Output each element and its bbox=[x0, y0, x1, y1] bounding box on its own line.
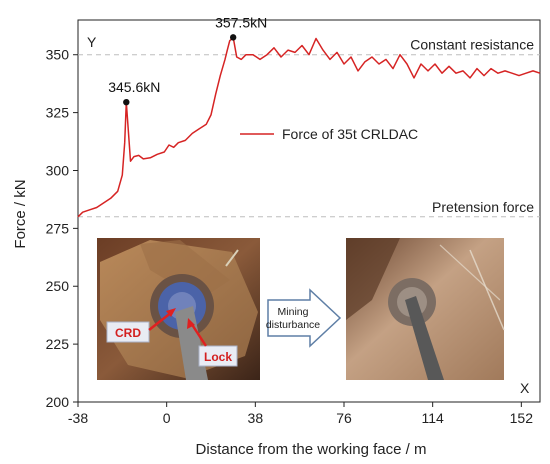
y-tick-label: 250 bbox=[46, 278, 70, 294]
y-tick-label: 200 bbox=[46, 394, 70, 410]
arrow-label-line2: disturbance bbox=[266, 319, 320, 331]
series-layer bbox=[77, 36, 541, 218]
lock-label: Lock bbox=[204, 350, 232, 364]
legend-label: Force of 35t CRLDAC bbox=[282, 126, 418, 142]
arrow-label-line1: Mining bbox=[278, 306, 309, 318]
anchor-cable bbox=[405, 296, 444, 380]
peak-label-1: 345.6kN bbox=[108, 79, 160, 95]
crd-arrow bbox=[148, 311, 173, 331]
peak-annotations: 345.6kN 357.5kN bbox=[108, 14, 267, 106]
y-tick-label: 300 bbox=[46, 162, 70, 178]
pretension-force-label: Pretension force bbox=[432, 199, 534, 215]
lock-arrow bbox=[189, 322, 208, 347]
x-tick-label: 152 bbox=[510, 410, 534, 426]
x-tick-label: -38 bbox=[68, 410, 88, 426]
x-tick-label: 38 bbox=[248, 410, 264, 426]
legend: Force of 35t CRLDAC bbox=[240, 126, 418, 142]
y-corner-label: Y bbox=[87, 34, 97, 50]
y-tick-label: 325 bbox=[46, 105, 70, 121]
x-corner-label: X bbox=[520, 380, 530, 396]
block-arrow-shape bbox=[267, 288, 342, 348]
y-tick-label: 350 bbox=[46, 47, 70, 63]
y-tick-label: 225 bbox=[46, 336, 70, 352]
plot-frame bbox=[77, 19, 541, 403]
y-axis-title: Force / kN bbox=[12, 179, 29, 248]
mesh-wire bbox=[439, 244, 501, 301]
peak-marker-2 bbox=[229, 34, 237, 41]
crd-arrowhead bbox=[166, 308, 176, 317]
mesh-wire bbox=[469, 249, 505, 331]
x-tick-label: 0 bbox=[163, 410, 171, 426]
plate-marking bbox=[225, 249, 239, 267]
x-axis-title: Distance from the working face / m bbox=[196, 441, 427, 458]
inset-photo-anchor: CRD Lock bbox=[97, 238, 260, 380]
y-tick-label: 275 bbox=[46, 220, 70, 236]
lock-arrowhead bbox=[187, 318, 195, 329]
lock-label-box bbox=[198, 345, 238, 367]
plate-shadow bbox=[140, 240, 230, 300]
crd-label: CRD bbox=[115, 326, 141, 340]
constant-resistance-label: Constant resistance bbox=[410, 37, 534, 53]
mining-disturbance-arrow: Mining disturbance bbox=[266, 288, 342, 348]
force-series-line bbox=[77, 36, 541, 218]
x-tick-label: 76 bbox=[336, 410, 352, 426]
crd-label-box bbox=[106, 321, 150, 343]
peak-marker-1 bbox=[123, 98, 130, 106]
inset-photo-disturbed bbox=[346, 238, 505, 380]
peak-label-2: 357.5kN bbox=[215, 14, 267, 30]
photo-dark-corner bbox=[346, 238, 400, 320]
y-axis-ticks: 200 225 250 275 300 325 350 bbox=[46, 47, 78, 410]
x-axis-ticks: -38 0 38 76 114 152 bbox=[68, 402, 533, 426]
reference-lines: Constant resistance Pretension force bbox=[78, 37, 540, 218]
x-tick-label: 114 bbox=[422, 410, 445, 426]
